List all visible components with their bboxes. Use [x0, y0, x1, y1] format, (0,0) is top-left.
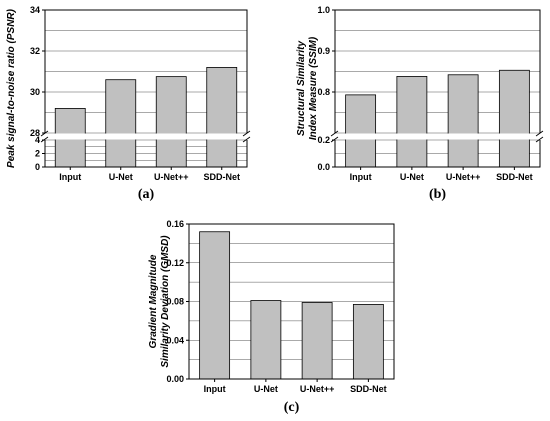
bar-u-net — [105, 79, 137, 168]
plot-frame-upper — [44, 9, 248, 133]
panel-label: (c) — [284, 400, 300, 415]
x-tick-label: SDD-Net — [496, 172, 533, 182]
y-axis-label: Peak signal-to-noise ratio (PSNR) — [6, 8, 17, 168]
y-tick-label: 0.0 — [317, 162, 330, 172]
axis-break-gap — [41, 133, 251, 140]
y-tick-label: 28 — [30, 128, 40, 138]
bar-sdd-net — [206, 67, 238, 168]
y-tick-label: 0 — [35, 162, 40, 172]
x-tick-label: U-Net++ — [154, 172, 189, 182]
y-tick-label: 0.8 — [317, 87, 330, 97]
chart-panel-c: 0.00 0.04 0.08 0.12 0.16 Input U-Net U-Net++ SDD… — [148, 219, 395, 415]
y-tick-label: 0.9 — [317, 46, 330, 56]
y-tick-label: 0.2 — [317, 135, 330, 145]
y-tick-label: 0.16 — [166, 219, 184, 229]
y-tick-label: 0.04 — [166, 335, 184, 345]
y-tick-label: 1.0 — [317, 5, 330, 15]
bar-u-net — [396, 76, 428, 168]
y-axis-label: Gradient MagnitudeSimilarity Deviation (… — [148, 235, 171, 368]
bar-u-net — [250, 300, 282, 380]
x-tick-label: U-Net++ — [300, 384, 335, 394]
axis-break-mark — [330, 130, 339, 137]
axis-break-mark — [535, 136, 544, 143]
x-tick-label: U-Net — [109, 172, 133, 182]
y-tick-label: 0.12 — [166, 258, 184, 268]
x-tick-label: U-Net++ — [446, 172, 481, 182]
chart-panel-a: 28 30 32 34 0 2 4 Input U-Net U-Net++ SDD-Net Peak … — [6, 5, 251, 202]
bar-input — [199, 231, 231, 380]
y-tick-label: 2 — [35, 149, 40, 159]
y-tick-label: 32 — [30, 46, 40, 56]
x-tick-label: Input — [59, 172, 81, 182]
y-axis-label: Structural SimilarityIndex Measure (SSIM… — [296, 36, 319, 140]
x-tick-label: SDD-Net — [350, 384, 387, 394]
x-tick-label: SDD-Net — [203, 172, 240, 182]
x-tick-label: U-Net — [254, 384, 278, 394]
x-tick-label: U-Net — [400, 172, 424, 182]
y-tick-label: 4 — [35, 135, 40, 145]
plot-frame-upper — [334, 9, 541, 133]
axis-break-mark — [242, 130, 251, 137]
bar-sdd-net — [352, 304, 384, 380]
y-tick-label: 0.00 — [166, 374, 184, 384]
axis-break-gap — [331, 133, 544, 140]
x-tick-label: Input — [204, 384, 226, 394]
bar-u-netpp — [301, 302, 333, 380]
plot-frame-lower — [334, 140, 541, 168]
axis-break-mark — [535, 130, 544, 137]
panel-label: (b) — [429, 187, 446, 202]
bar-u-netpp — [447, 74, 479, 168]
y-tick-label: 34 — [30, 5, 40, 15]
bar-u-netpp — [155, 76, 187, 168]
bar-sdd-net — [498, 69, 530, 168]
x-tick-label: Input — [350, 172, 372, 182]
chart-panel-b: 0.8 0.9 1.0 0.0 0.2 Input U-Net U-Net++ SDD-Net S… — [296, 5, 544, 202]
y-tick-label: 0.08 — [166, 297, 184, 307]
axis-break-mark — [242, 136, 251, 143]
bar-input — [345, 94, 377, 168]
panel-label: (a) — [138, 187, 155, 202]
y-tick-label: 30 — [30, 87, 40, 97]
